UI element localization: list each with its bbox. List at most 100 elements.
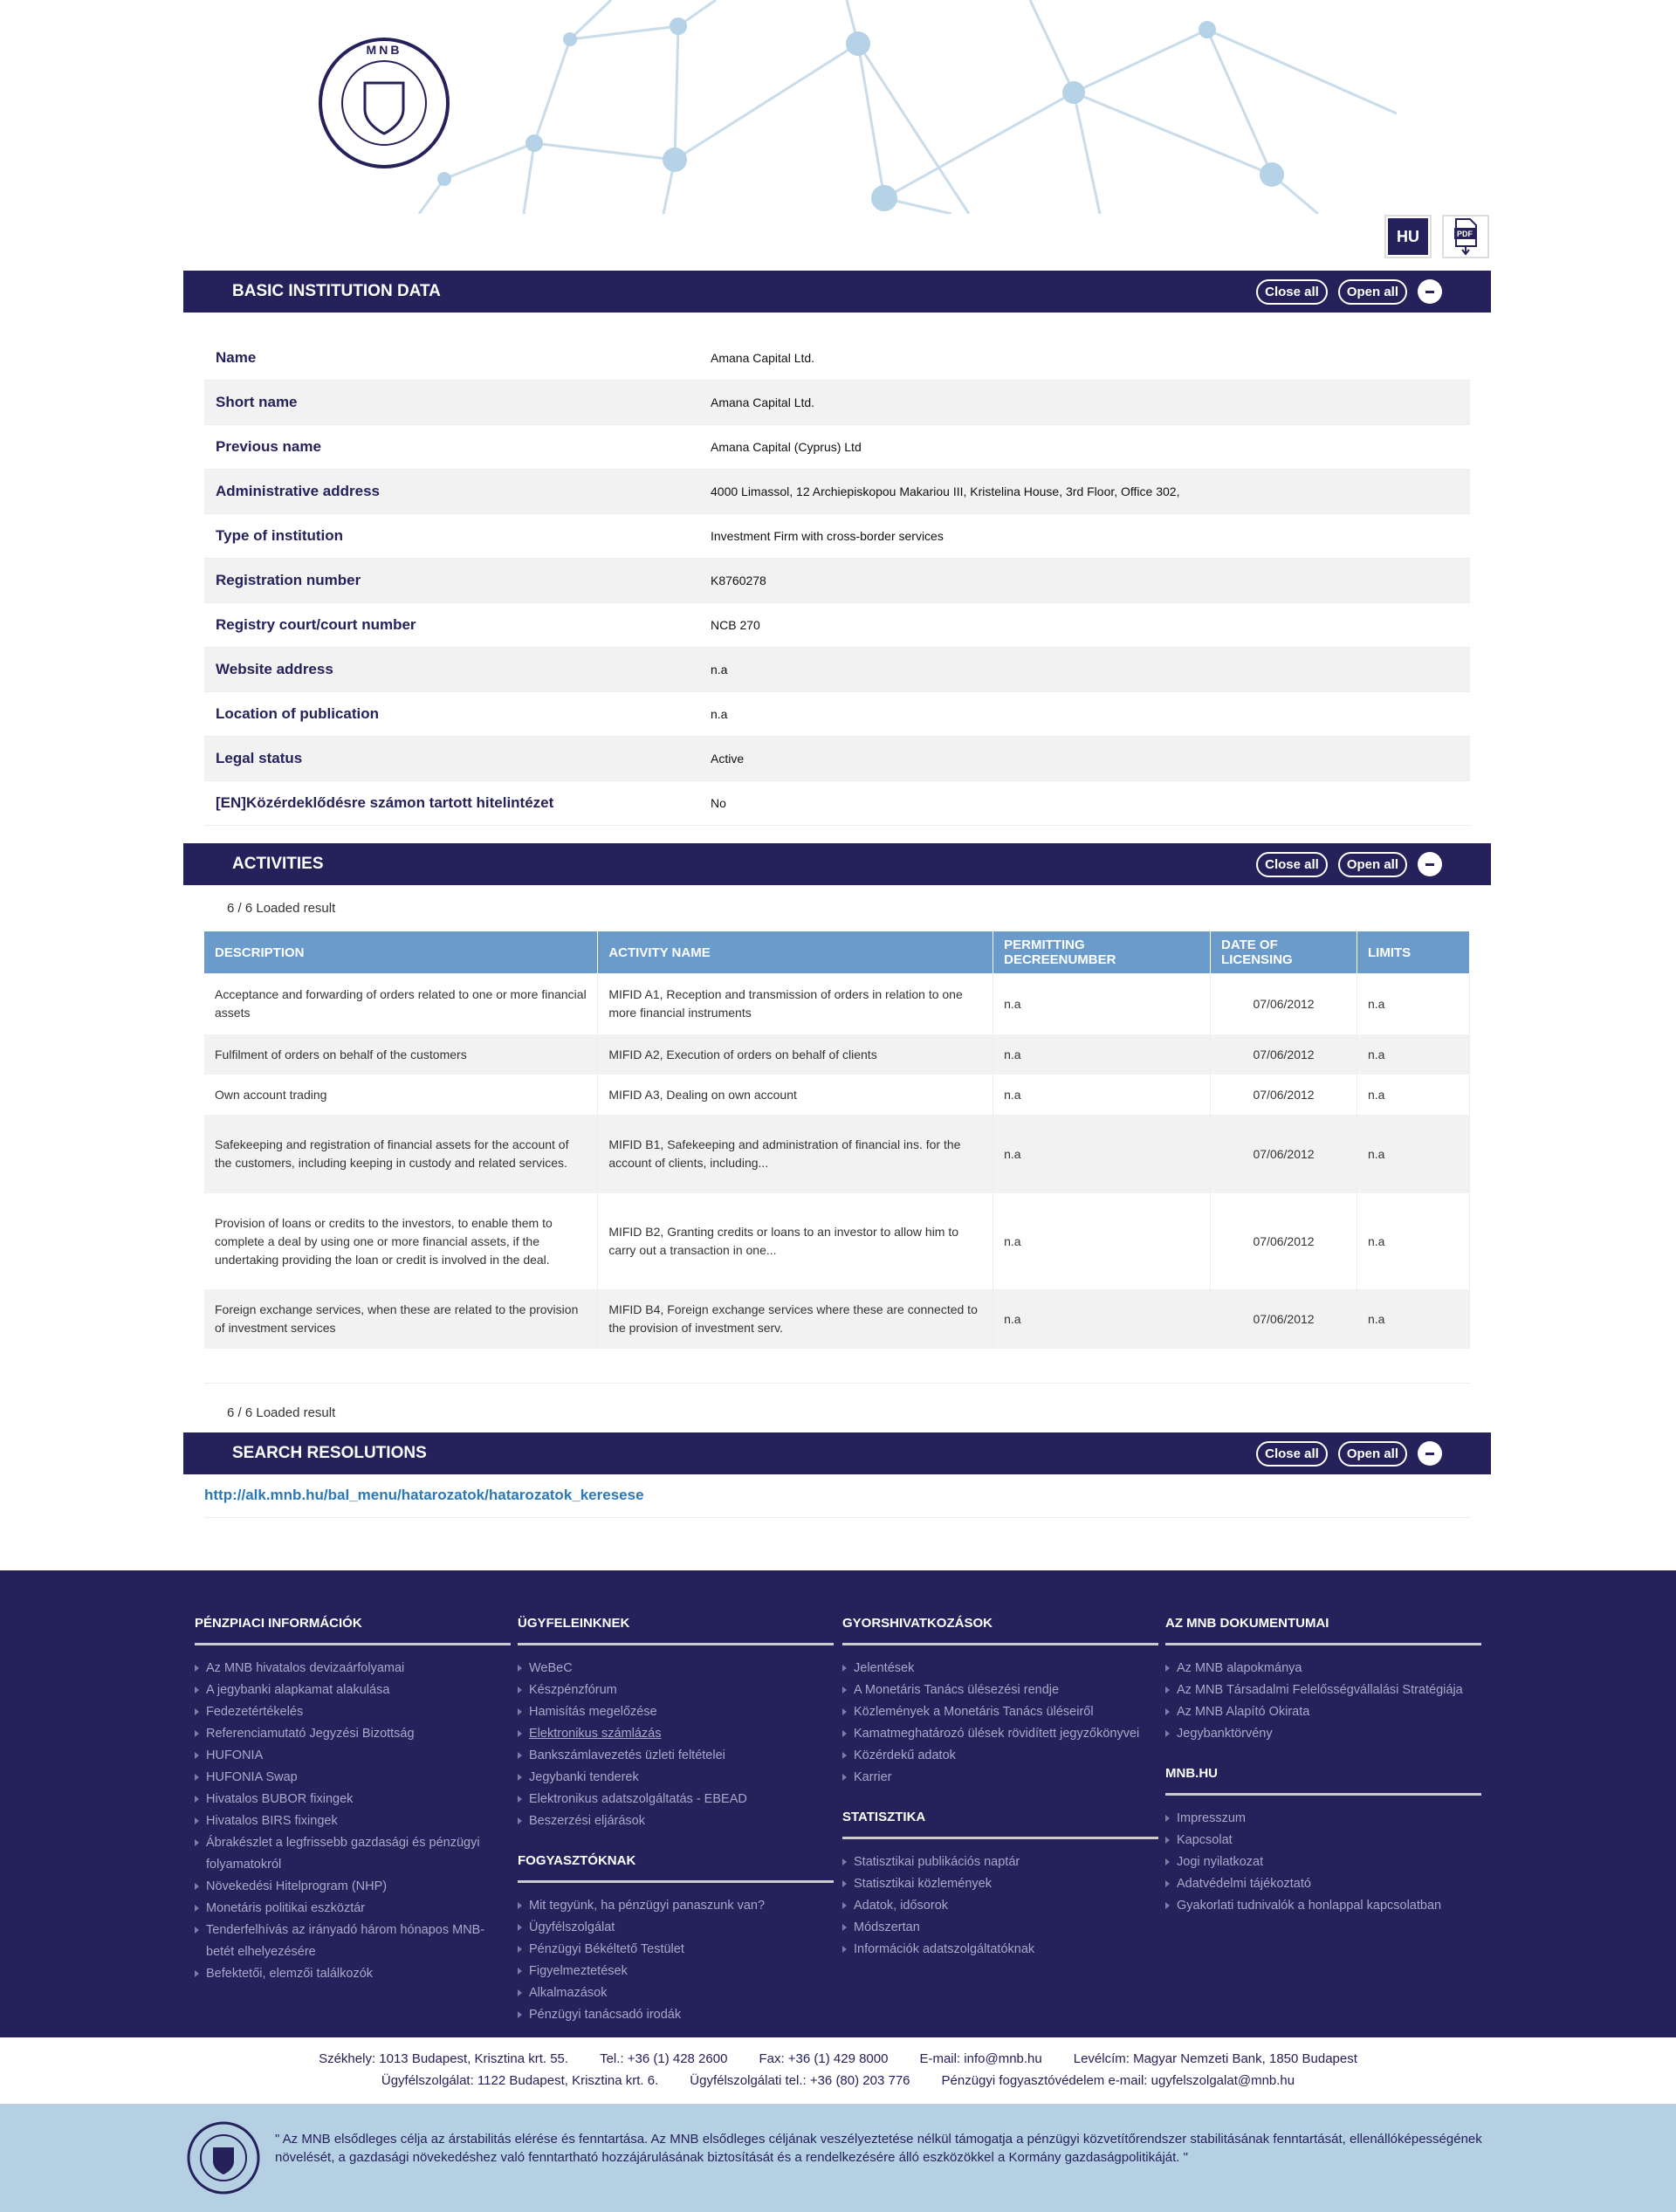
footer-link[interactable]: A jegybanki alapkamat alakulása — [195, 1680, 511, 1701]
footer-link[interactable]: Hamisítás megelőzése — [518, 1701, 834, 1723]
footer-list: Jelentések A Monetáris Tanács ülésezési r… — [842, 1658, 1158, 1789]
collapse-icon[interactable] — [1418, 852, 1442, 876]
svg-text:MNB: MNB — [367, 43, 402, 57]
data-label: [EN]Közérdeklődésre számon tartott hitel… — [216, 794, 554, 811]
footer-link[interactable]: Módszertan — [842, 1917, 1158, 1939]
open-all-button[interactable]: Open all — [1337, 1440, 1407, 1467]
column-header[interactable]: DATE OF LICENSING — [1210, 931, 1357, 973]
footer-link-label: Módszertan — [854, 1920, 920, 1934]
footer-link[interactable]: Jegybanki tenderek — [518, 1767, 834, 1789]
table-cell: MIFID A3, Dealing on own account — [597, 1075, 994, 1115]
footer-link[interactable]: Az MNB alapokmánya — [1165, 1658, 1481, 1680]
mission-band — [0, 2104, 1676, 2212]
footer-link[interactable]: Az MNB hivatalos devizaárfolyamai — [195, 1658, 511, 1680]
footer-link[interactable]: Hivatalos BUBOR fixingek — [195, 1789, 511, 1810]
footer-link[interactable]: Bankszámlavezetés üzleti feltételei — [518, 1745, 834, 1767]
footer-link[interactable]: A Monetáris Tanács ülésezési rendje — [842, 1680, 1158, 1701]
footer-link-label: Figyelmeztetések — [529, 1964, 628, 1978]
collapse-icon[interactable] — [1418, 279, 1442, 304]
footer-link[interactable]: Statisztikai publikációs naptár — [842, 1851, 1158, 1873]
table-cell: MIFID A1, Reception and transmission of … — [597, 973, 994, 1034]
footer-link[interactable]: Az MNB Alapító Okirata — [1165, 1701, 1481, 1723]
data-value: Amana Capital Ltd. — [711, 395, 815, 409]
footer-link[interactable]: Befektetői, elemzői találkozók — [195, 1963, 511, 1985]
close-all-button[interactable]: Close all — [1256, 278, 1328, 305]
data-value: Amana Capital (Cyprus) Ltd — [711, 440, 862, 454]
data-row: Registration number K8760278 — [204, 559, 1470, 603]
footer-link-label: Kamatmeghatározó ülések rövidített jegyz… — [854, 1727, 1140, 1741]
footer-column: PÉNZPIACI INFORMÁCIÓK Az MNB hivatalos de… — [195, 1612, 511, 2002]
footer-link[interactable]: Adatvédelmi tájékoztató — [1165, 1873, 1481, 1895]
footer-link[interactable]: Impresszum — [1165, 1808, 1481, 1830]
footer-list: Mit tegyünk, ha pénzügyi panaszunk van? Ü… — [518, 1895, 834, 2026]
data-value: Active — [711, 752, 745, 766]
column-header[interactable]: ACTIVITY NAME — [597, 931, 994, 973]
footer-link[interactable]: Fedezetértékelés — [195, 1701, 511, 1723]
footer-link-label: Jegybanki tenderek — [529, 1770, 639, 1784]
open-all-button[interactable]: Open all — [1337, 851, 1407, 877]
open-all-button[interactable]: Open all — [1337, 278, 1407, 305]
footer-link[interactable]: Karrier — [842, 1767, 1158, 1789]
footer-link[interactable]: Közérdekű adatok — [842, 1745, 1158, 1767]
footer-link[interactable]: Készpénzfórum — [518, 1680, 834, 1701]
footer-link[interactable]: Figyelmeztetések — [518, 1961, 834, 1982]
data-value: n.a — [711, 707, 728, 721]
footer-link[interactable]: Hivatalos BIRS fixingek — [195, 1810, 511, 1832]
footer-link-label: Statisztikai közlemények — [854, 1877, 992, 1891]
data-row: Location of publication n.a — [204, 692, 1470, 737]
footer-link-label: A jegybanki alapkamat alakulása — [206, 1683, 390, 1697]
table-cell: 07/06/2012 — [1210, 1289, 1357, 1349]
footer-link[interactable]: HUFONIA Swap — [195, 1767, 511, 1789]
footer-link[interactable]: Jelentések — [842, 1658, 1158, 1680]
footer-link-label: Közérdekű adatok — [854, 1748, 956, 1762]
footer-link[interactable]: Gyakorlati tudnivalók a honlappal kapcso… — [1165, 1895, 1481, 1917]
footer-link[interactable]: Statisztikai közlemények — [842, 1873, 1158, 1895]
footer-link[interactable]: Alkalmazások — [518, 1982, 834, 2004]
footer-link[interactable]: Ábrakészlet a legfrissebb gazdasági és p… — [195, 1832, 511, 1876]
data-label: Registration number — [216, 572, 361, 588]
column-header[interactable]: DESCRIPTION — [204, 931, 599, 973]
column-header[interactable]: PERMITTING DECREENUMBER — [993, 931, 1212, 973]
search-resolutions-link[interactable]: http://alk.mnb.hu/bal_menu/hatarozatok/h… — [204, 1487, 644, 1503]
footer-link[interactable]: Elektronikus adatszolgáltatás - EBEAD — [518, 1789, 834, 1810]
footer-link[interactable]: WeBeC — [518, 1658, 834, 1680]
footer-link[interactable]: Monetáris politikai eszköztár — [195, 1898, 511, 1920]
table-row: Acceptance and forwarding of orders rela… — [204, 973, 1470, 1034]
footer-link-label: Közlemények a Monetáris Tanács üléseiről — [854, 1705, 1094, 1719]
pdf-download-button[interactable]: PDF — [1442, 215, 1489, 258]
footer-link[interactable]: Tenderfelhívás az irányadó három hónapos… — [195, 1920, 511, 1963]
footer-link[interactable]: Mit tegyünk, ha pénzügyi panaszunk van? — [518, 1895, 834, 1917]
footer-link[interactable]: Pénzügyi tanácsadó irodák — [518, 2004, 834, 2026]
collapse-icon[interactable] — [1418, 1441, 1442, 1466]
footer-link[interactable]: Információk adatszolgáltatóknak — [842, 1939, 1158, 1961]
footer-link[interactable]: Jegybanktörvény — [1165, 1723, 1481, 1745]
footer-link[interactable]: Referenciamutató Jegyzési Bizottság — [195, 1723, 511, 1745]
footer-link[interactable]: Kapcsolat — [1165, 1830, 1481, 1851]
footer-link[interactable]: Adatok, idősorok — [842, 1895, 1158, 1917]
close-all-button[interactable]: Close all — [1256, 851, 1328, 877]
basic-institution-data-header: BASIC INSTITUTION DATA Close all Open al… — [183, 271, 1491, 313]
header-network-graphic: MNB — [319, 0, 1398, 214]
footer-link[interactable]: Növekedési Hitelprogram (NHP) — [195, 1876, 511, 1898]
footer-link-label: Impresszum — [1177, 1811, 1246, 1825]
table-cell: 07/06/2012 — [1210, 1193, 1357, 1289]
language-button[interactable]: HU — [1384, 215, 1432, 258]
footer-link[interactable]: Kamatmeghatározó ülések rövidített jegyz… — [842, 1723, 1158, 1745]
footer-link[interactable]: Ügyfélszolgálat — [518, 1917, 834, 1939]
footer-link[interactable]: Elektronikus számlázás — [518, 1723, 834, 1745]
close-all-button[interactable]: Close all — [1256, 1440, 1328, 1467]
footer-link[interactable]: HUFONIA — [195, 1745, 511, 1767]
footer-link[interactable]: Közlemények a Monetáris Tanács üléseiről — [842, 1701, 1158, 1723]
footer-link[interactable]: Beszerzési eljárások — [518, 1810, 834, 1832]
footer-link[interactable]: Jogi nyilatkozat — [1165, 1851, 1481, 1873]
footer-link[interactable]: Pénzügyi Békéltető Testület — [518, 1939, 834, 1961]
footer-link-label: Jogi nyilatkozat — [1177, 1855, 1264, 1869]
table-cell: MIFID B4, Foreign exchange services wher… — [597, 1289, 994, 1349]
table-cell: 07/06/2012 — [1210, 1075, 1357, 1115]
svg-text:PDF: PDF — [1457, 230, 1473, 238]
footer-link[interactable]: Az MNB Társadalmi Felelősségvállalási St… — [1165, 1680, 1481, 1701]
activities-header: ACTIVITIES Close all Open all — [183, 843, 1491, 885]
column-header[interactable]: LIMITS — [1357, 931, 1470, 973]
table-cell: n.a — [1357, 1193, 1470, 1289]
footer-heading: FOGYASZTÓKNAK — [518, 1850, 834, 1883]
